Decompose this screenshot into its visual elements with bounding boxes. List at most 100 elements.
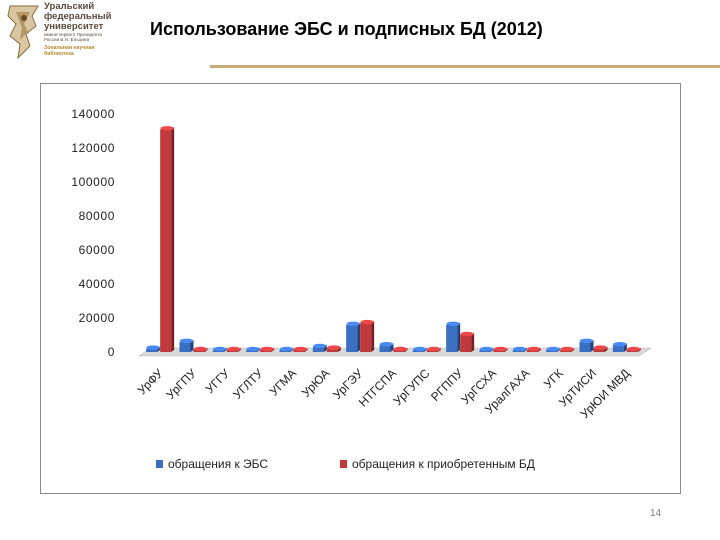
- bar-top: [593, 345, 608, 350]
- legend-label: обращения к ЭБС: [168, 457, 268, 471]
- bar-top: [627, 346, 641, 352]
- y-tick-label: 80000: [79, 209, 115, 223]
- bar-top: [579, 338, 594, 343]
- legend-label: обращения к приобретенным БД: [352, 457, 535, 471]
- bar-ebs: [412, 346, 427, 352]
- chart-frame: 0 20000 40000 60000 80000 100000 120000 140000 У…: [40, 83, 681, 494]
- bar-ebs: [212, 346, 227, 352]
- bar-top: [379, 342, 394, 347]
- bar-ebs: [346, 321, 361, 352]
- bar-db: [626, 346, 641, 352]
- bar-front: [379, 345, 391, 352]
- bar-ebs: [546, 346, 561, 352]
- bar-front: [460, 335, 472, 352]
- bar-top: [479, 346, 494, 352]
- bar-db: [260, 346, 275, 352]
- bar-ebs: [279, 346, 294, 352]
- legend-swatch: [340, 460, 347, 468]
- y-tick-label: 140000: [71, 107, 115, 121]
- bar-db: [460, 331, 475, 352]
- logo-small-line-2: России Б.Н. Ельцина: [44, 37, 90, 43]
- x-category-label: УГГУ: [203, 366, 233, 396]
- bar-front: [446, 324, 458, 352]
- bar-front: [579, 341, 591, 352]
- bar-ebs: [612, 342, 627, 352]
- page-number: 14: [650, 508, 662, 519]
- bar-top: [146, 345, 160, 350]
- logo-library-line-1: Зональная научная: [44, 44, 95, 51]
- bar-ebs: [312, 343, 327, 352]
- bar-ebs: [246, 346, 261, 352]
- bar-ebs: [479, 346, 494, 352]
- bar-ebs: [579, 338, 594, 352]
- y-tick-label: 100000: [71, 175, 115, 189]
- bar-front: [346, 324, 358, 352]
- bar-side: [471, 333, 475, 352]
- bar-top: [179, 338, 194, 343]
- x-category-label: УГЛТУ: [230, 366, 266, 402]
- bar-db: [593, 345, 608, 352]
- title-divider: [210, 65, 720, 68]
- bar-db: [326, 345, 341, 352]
- x-category-label: УрГУПС: [391, 366, 433, 408]
- bar-db: [160, 126, 175, 352]
- x-category-label: УрГПУ: [163, 366, 199, 402]
- x-category-label: УрФУ: [135, 366, 166, 397]
- bar-top: [260, 346, 274, 352]
- bar-ebs: [146, 345, 161, 352]
- university-emblem-icon: [7, 5, 39, 60]
- bar-ebs: [512, 346, 527, 352]
- bar-side: [190, 339, 194, 352]
- bar-ebs: [179, 338, 194, 352]
- bar-top: [193, 346, 208, 352]
- x-category-label: УГМА: [267, 366, 299, 398]
- bar-side: [371, 321, 375, 352]
- bar-top: [313, 343, 327, 349]
- y-tick-label: 0: [108, 345, 115, 359]
- bar-top: [513, 346, 527, 352]
- bar-db: [493, 346, 508, 352]
- bar-chart: 0 20000 40000 60000 80000 100000 120000 140000 У…: [71, 107, 652, 471]
- bar-top: [446, 321, 460, 326]
- bar-side: [457, 322, 461, 352]
- bar-top: [427, 346, 441, 352]
- logo: Уральский федеральный университет имени …: [4, 2, 134, 68]
- y-tick-label: 40000: [79, 277, 115, 291]
- bar-ebs: [446, 321, 461, 352]
- logo-library-line-2: библиотека: [44, 50, 74, 57]
- bar-top: [293, 346, 308, 352]
- bar-top: [546, 346, 560, 352]
- bar-db: [226, 346, 241, 352]
- slide-title: Использование ЭБС и подписных БД (2012): [150, 19, 543, 39]
- y-tick-label: 120000: [71, 141, 115, 155]
- bar-top: [346, 321, 360, 326]
- bar-db: [360, 319, 375, 352]
- bar-front: [593, 348, 605, 352]
- bar-front: [160, 129, 172, 352]
- bar-db: [426, 346, 441, 352]
- bar-top: [227, 346, 241, 352]
- bar-front: [312, 346, 324, 352]
- bar-front: [179, 341, 191, 352]
- y-tick-label: 60000: [79, 243, 115, 257]
- bar-db: [560, 346, 575, 352]
- bar-top: [460, 331, 474, 337]
- bar-top: [213, 346, 227, 352]
- y-tick-label: 20000: [79, 311, 115, 325]
- bar-db: [293, 346, 308, 352]
- bar-front: [146, 348, 158, 352]
- bar-side: [357, 322, 361, 352]
- bar-top: [246, 346, 260, 352]
- bar-front: [360, 323, 372, 352]
- bar-top: [160, 126, 174, 131]
- bar-db: [393, 346, 408, 352]
- bar-side: [171, 127, 175, 352]
- bar-top: [360, 319, 374, 325]
- logo-line-2: федеральный: [44, 11, 112, 22]
- bar-db: [193, 346, 208, 352]
- x-category-label: УрЮА: [299, 366, 333, 400]
- x-category-label: УГК: [541, 366, 566, 391]
- bar-top: [393, 346, 408, 352]
- bar-ebs: [379, 342, 394, 352]
- bar-top: [413, 346, 427, 352]
